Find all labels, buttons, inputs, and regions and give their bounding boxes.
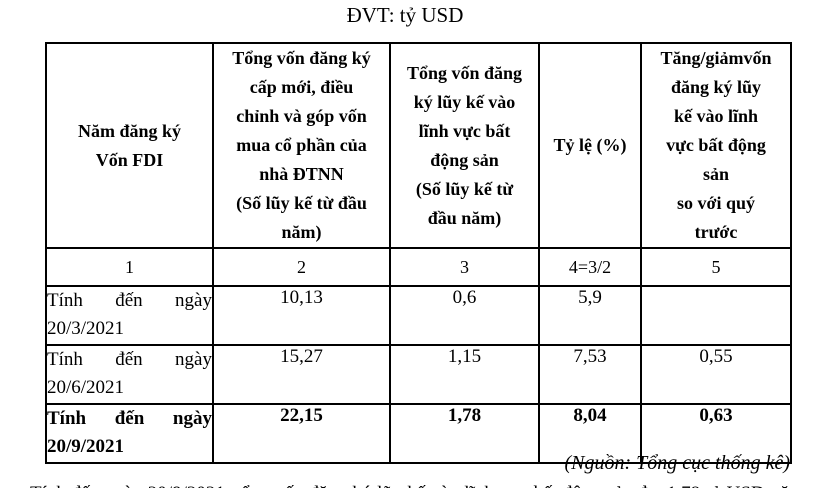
- ratio-value: 8,04: [538, 403, 642, 464]
- row-label: Tính đến ngày 20/6/2021: [45, 344, 214, 405]
- header-tong-von-dang-ky: Tổng vốn đăng ký cấp mới, điều chỉnh và …: [212, 42, 391, 249]
- total-fdi-value: 10,13: [212, 285, 391, 346]
- row-label: Tính đến ngày 20/9/2021: [45, 403, 214, 464]
- header-nam-dang-ky: Năm đăng ký Vốn FDI: [45, 42, 214, 249]
- header-tang-giam: Tăng/giảmvốn đăng ký lũy kế vào lĩnh vực…: [640, 42, 792, 249]
- table-row: Tính đến ngày 20/3/2021 10,13 0,6 5,9: [45, 285, 792, 346]
- ratio-value: 7,53: [538, 344, 642, 405]
- table-row: Tính đến ngày 20/9/2021 22,15 1,78 8,04 …: [45, 403, 792, 464]
- real-estate-value: 0,6: [389, 285, 540, 346]
- column-number-3: 3: [389, 247, 540, 287]
- real-estate-value: 1,15: [389, 344, 540, 405]
- change-value: 0,55: [640, 344, 792, 405]
- table-row: Tính đến ngày 20/6/2021 15,27 1,15 7,53 …: [45, 344, 792, 405]
- column-number-2: 2: [212, 247, 391, 287]
- column-number-5: 5: [640, 247, 792, 287]
- ratio-value: 5,9: [538, 285, 642, 346]
- source-note: (Nguồn: Tổng cục thống kê): [564, 452, 790, 474]
- cutoff-text-line: Tính đến ngày 20/9/2021, tổng vốn đăng k…: [30, 482, 808, 488]
- header-ty-le: Tỷ lệ (%): [538, 42, 642, 249]
- change-value: 0,63: [640, 403, 792, 464]
- table-header-row: Năm đăng ký Vốn FDI Tổng vốn đăng ký cấp…: [45, 42, 792, 249]
- column-number-1: 1: [45, 247, 214, 287]
- total-fdi-value: 22,15: [212, 403, 391, 464]
- row-label: Tính đến ngày 20/3/2021: [45, 285, 214, 346]
- column-number-row: 1 2 3 4=3/2 5: [45, 247, 792, 287]
- column-number-4: 4=3/2: [538, 247, 642, 287]
- fdi-table: Năm đăng ký Vốn FDI Tổng vốn đăng ký cấp…: [45, 42, 792, 464]
- header-von-bat-dong-san: Tổng vốn đăng ký lũy kế vào lĩnh vực bất…: [389, 42, 540, 249]
- unit-label: ĐVT: tỷ USD: [346, 3, 464, 27]
- total-fdi-value: 15,27: [212, 344, 391, 405]
- real-estate-value: 1,78: [389, 403, 540, 464]
- change-value: [640, 285, 792, 346]
